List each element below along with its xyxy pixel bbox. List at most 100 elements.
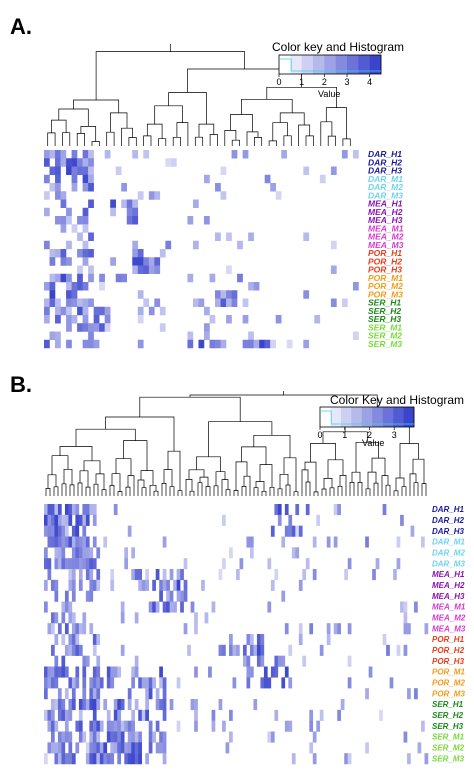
- heatmap-cell: [64, 644, 69, 656]
- heatmap-cell: [162, 579, 167, 591]
- heatmap-cell: [303, 166, 310, 175]
- heatmap-cell: [316, 720, 321, 732]
- heatmap-cell: [44, 579, 48, 591]
- heatmap-cell: [85, 536, 90, 548]
- row-label: DAR_M2: [432, 549, 465, 558]
- heatmap-cell: [246, 536, 251, 548]
- heatmap-cell: [110, 207, 116, 217]
- heatmap-cell: [99, 323, 105, 332]
- heatmap-cell: [132, 150, 139, 159]
- heatmap-cell: [57, 742, 62, 754]
- heatmap-cell: [82, 514, 87, 526]
- heatmap-cell: [78, 579, 83, 591]
- dendrogram-branch: [351, 471, 361, 483]
- heatmap-cell: [71, 579, 76, 591]
- heatmap-cell: [256, 655, 261, 667]
- heatmap-cell: [220, 191, 227, 200]
- heatmap-cell: [218, 644, 223, 656]
- heatmap-cell: [64, 731, 69, 743]
- heatmap-cell: [286, 339, 293, 349]
- heatmap-cell: [54, 558, 59, 570]
- heatmap-cell: [407, 753, 411, 765]
- heatmap-cell: [222, 644, 226, 656]
- heatmap-cell: [183, 590, 188, 602]
- heatmap-cell: [162, 601, 167, 613]
- heatmap-cell: [204, 323, 210, 332]
- heatmap-cell: [115, 273, 122, 283]
- heatmap-cell: [352, 282, 359, 291]
- heatmap-cell: [131, 731, 136, 743]
- heatmap-cell: [77, 232, 83, 241]
- heatmap-cell: [49, 273, 56, 283]
- heatmap-cell: [60, 257, 67, 266]
- heatmap-cell: [134, 666, 139, 678]
- heatmap-cell: [194, 623, 198, 635]
- heatmap-cell: [89, 699, 94, 711]
- heatmap-cell: [162, 731, 167, 743]
- heatmap-cell: [82, 158, 89, 167]
- heatmap-cell: [138, 731, 142, 743]
- heatmap-cell: [60, 150, 67, 159]
- heatmap-cell: [410, 525, 415, 537]
- dendrogram-branch: [230, 114, 253, 132]
- heatmap-cell: [298, 623, 303, 635]
- heatmap-cell: [113, 699, 118, 711]
- heatmap-cell: [104, 315, 111, 324]
- heatmap-cell: [49, 290, 56, 299]
- heatmap-cell: [92, 634, 97, 646]
- heatmap-cell: [68, 753, 73, 765]
- heatmap-cell: [256, 634, 261, 646]
- heatmap-cell: [68, 677, 73, 689]
- heatmap-cell: [288, 644, 293, 656]
- heatmap-cell: [162, 709, 167, 721]
- row-label: SER_M2: [368, 331, 402, 341]
- dendrogram-branch: [241, 486, 247, 496]
- heatmap-cell: [92, 688, 97, 700]
- heatmap-cell: [225, 742, 230, 754]
- heatmap-cell: [49, 166, 56, 175]
- heatmap-cell: [132, 216, 139, 225]
- dendrogram-branch: [365, 488, 371, 496]
- heatmap-cell: [152, 601, 156, 613]
- heatmap-cell: [270, 183, 276, 192]
- heatmap-cell: [66, 298, 72, 307]
- heatmap-cell: [82, 183, 89, 192]
- heatmap-cell: [93, 323, 100, 332]
- heatmap-cell: [50, 623, 55, 635]
- heatmap-cell: [44, 174, 50, 184]
- heatmap-cell: [131, 569, 136, 581]
- color-key-tick-label: 2: [322, 77, 327, 87]
- dendrogram-branch: [197, 482, 203, 496]
- heatmap-cell: [54, 699, 59, 711]
- panel-b-key-title: Color Key and Histogram: [330, 393, 465, 407]
- heatmap-cell: [137, 306, 144, 316]
- heatmap-cell: [64, 590, 69, 602]
- panel-a-heatmap: [44, 150, 359, 349]
- row-label: MEA_H2: [368, 207, 403, 217]
- heatmap-cell: [302, 655, 307, 667]
- row-label: MEA_M2: [432, 614, 466, 623]
- dendrogram-branch: [83, 460, 101, 474]
- heatmap-cell: [326, 536, 331, 548]
- heatmap-cell: [187, 331, 194, 340]
- heatmap-cell: [180, 569, 184, 581]
- heatmap-cell: [176, 677, 181, 689]
- heatmap-cell: [152, 579, 156, 591]
- heatmap-cell: [89, 677, 94, 689]
- panel-a-color-key: 0 1 2 3 4: [276, 54, 382, 87]
- panel-b-letter: B.: [10, 372, 32, 397]
- heatmap-cell: [137, 191, 144, 200]
- dendrogram-branch: [85, 486, 91, 496]
- dendrogram-branch: [373, 482, 379, 496]
- dendrogram-branch: [305, 481, 311, 496]
- heatmap-cell: [89, 547, 94, 559]
- heatmap-cell: [159, 323, 166, 332]
- heatmap-cell: [154, 298, 161, 307]
- heatmap-cell: [201, 579, 205, 591]
- heatmap-cell: [49, 298, 56, 307]
- heatmap-cell: [162, 699, 167, 711]
- heatmap-cell: [89, 753, 94, 765]
- heatmap-cell: [209, 315, 216, 324]
- panel-b-key-value-label: Value: [362, 438, 385, 448]
- color-key-swatch: [347, 55, 359, 74]
